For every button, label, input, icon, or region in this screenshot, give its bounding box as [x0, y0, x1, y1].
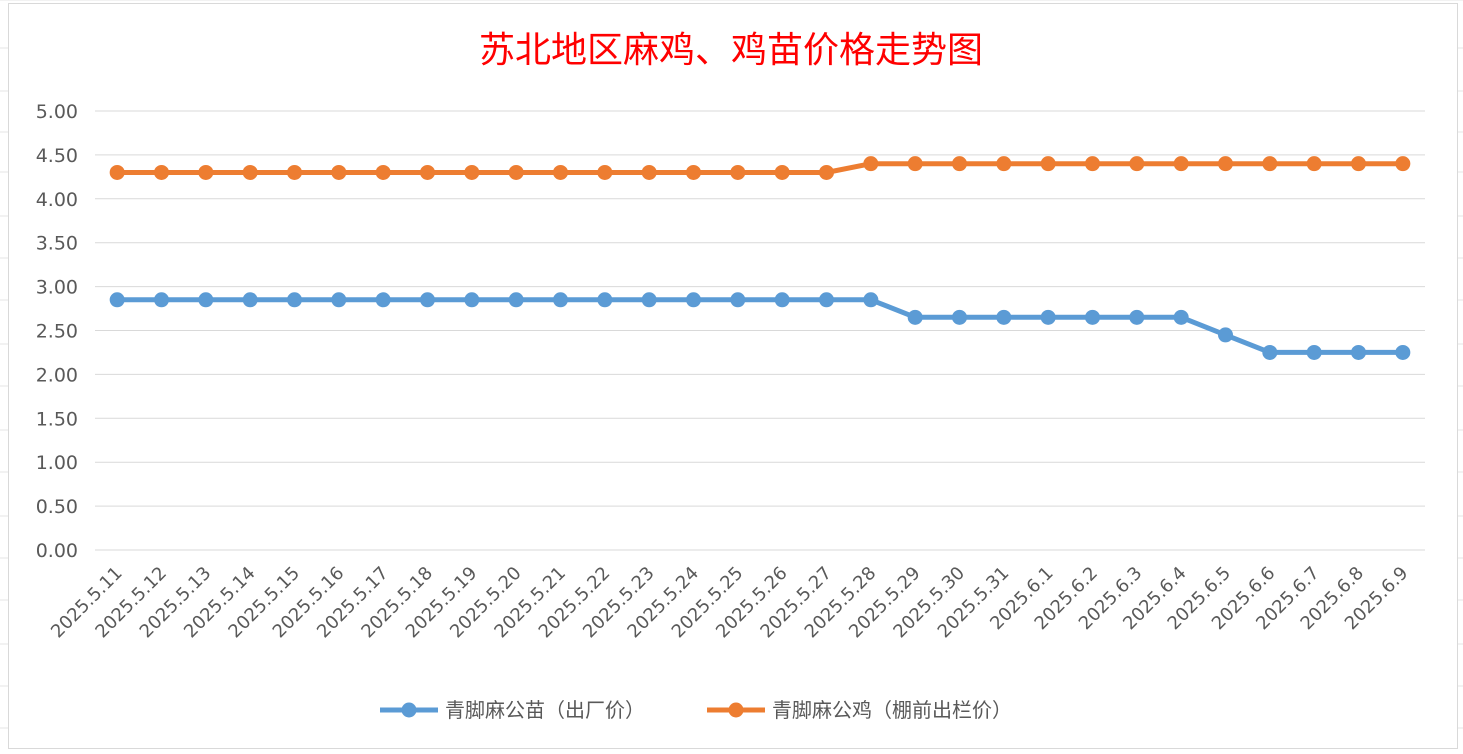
data-point [1262, 344, 1278, 360]
data-point [1129, 156, 1145, 172]
y-tick-label: 2.00 [36, 364, 78, 386]
data-point [952, 309, 967, 325]
data-point [907, 156, 923, 172]
y-tick-label: 0.00 [36, 540, 78, 562]
data-point [553, 164, 568, 180]
data-point [109, 292, 125, 308]
data-point [819, 164, 834, 180]
data-point [730, 164, 746, 180]
data-point [597, 292, 613, 308]
data-point [287, 292, 302, 308]
data-point [109, 164, 125, 180]
data-point [154, 292, 169, 308]
chart-gridlines [95, 110, 1425, 551]
legend-entry: 青脚麻公苗（出厂价） [380, 698, 645, 722]
data-point [952, 156, 967, 172]
y-tick-label: 4.50 [36, 145, 78, 167]
data-point [198, 292, 214, 308]
series-line [114, 161, 1406, 175]
series-1 [109, 292, 1411, 360]
data-point [863, 156, 879, 172]
data-point [375, 292, 391, 308]
legend: 青脚麻公苗（出厂价） 青脚麻公鸡（棚前出栏价） [380, 698, 1012, 722]
data-point [641, 292, 657, 308]
data-point [242, 292, 258, 308]
y-tick-label: 5.00 [36, 101, 78, 123]
data-point [1306, 156, 1322, 172]
data-point [1085, 156, 1100, 172]
data-point [553, 292, 568, 308]
data-point [420, 292, 435, 308]
data-point [863, 292, 879, 308]
data-point [1395, 156, 1411, 172]
y-tick-label: 2.50 [36, 321, 78, 343]
series-2 [109, 156, 1411, 180]
y-tick-label: 4.00 [36, 189, 78, 211]
data-point [686, 292, 701, 308]
data-point [730, 292, 746, 308]
y-tick-label: 1.50 [36, 408, 78, 430]
data-point [1218, 327, 1233, 343]
data-point [420, 164, 435, 180]
data-point [154, 164, 169, 180]
y-tick-label: 3.50 [36, 233, 78, 255]
x-axis-ticks: 2025.5.112025.5.122025.5.132025.5.142025… [47, 563, 1412, 643]
data-point [1040, 309, 1056, 325]
data-point [686, 164, 701, 180]
data-point [1351, 156, 1366, 172]
data-point [774, 292, 790, 308]
data-point [1306, 344, 1322, 360]
data-point [774, 164, 790, 180]
data-point [1085, 309, 1100, 325]
data-point [331, 292, 347, 308]
data-point [508, 164, 524, 180]
data-point [907, 309, 923, 325]
data-point [1351, 344, 1366, 360]
data-point [375, 164, 391, 180]
data-point [1040, 156, 1056, 172]
data-point [1395, 344, 1411, 360]
data-point [1173, 309, 1189, 325]
legend-marker [728, 702, 744, 718]
data-point [597, 164, 613, 180]
data-point [1262, 156, 1278, 172]
y-tick-label: 1.00 [36, 452, 78, 474]
data-point [287, 164, 302, 180]
legend-entry: 青脚麻公鸡（棚前出栏价） [707, 698, 1012, 722]
data-point [1218, 156, 1233, 172]
data-point [1173, 156, 1189, 172]
legend-marker [401, 702, 417, 718]
data-point [508, 292, 524, 308]
y-tick-label: 0.50 [36, 496, 78, 518]
legend-label: 青脚麻公鸡（棚前出栏价） [772, 698, 1012, 722]
data-point [464, 164, 480, 180]
series-line [114, 297, 1406, 355]
data-point [1129, 309, 1145, 325]
y-tick-label: 3.00 [36, 277, 78, 299]
data-point [464, 292, 480, 308]
data-point [996, 309, 1012, 325]
y-axis-ticks: 0.00 0.50 1.00 1.50 2.00 2.50 3.00 3.50 4.00 4.50… [36, 101, 78, 562]
data-point [996, 156, 1012, 172]
plot-series [109, 156, 1411, 360]
data-point [641, 164, 657, 180]
data-point [242, 164, 258, 180]
chart-title: 苏北地区麻鸡、鸡苗价格走势图 [479, 30, 983, 71]
data-point [198, 164, 214, 180]
chart-frame[interactable] [8, 3, 1458, 749]
data-point [331, 164, 347, 180]
legend-label: 青脚麻公苗（出厂价） [445, 698, 645, 722]
data-point [819, 292, 834, 308]
